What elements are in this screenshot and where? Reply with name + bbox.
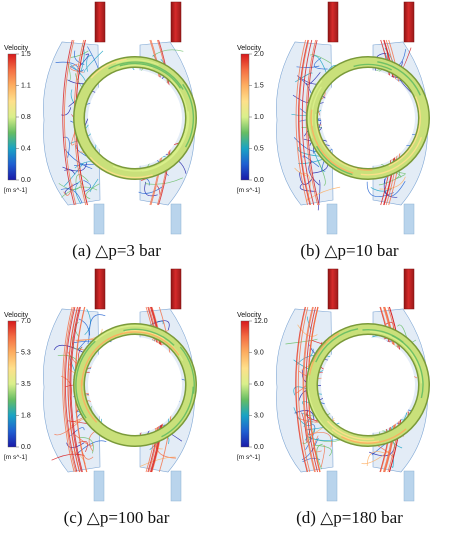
colorbar-tick-label: 1.5: [254, 83, 264, 90]
inlet-pipe: [403, 268, 415, 310]
colorbar-tick-label: 0.8: [21, 114, 31, 121]
outlet-pipe: [403, 470, 415, 502]
colorbar-tick-label: 6.0: [254, 381, 264, 388]
outlet-pipe: [326, 470, 338, 502]
colorbar-tick-label: 12.0: [254, 318, 268, 325]
ring-inner-hole: [321, 70, 415, 166]
colorbar-tick-label: 3.0: [254, 413, 264, 420]
colorbar-tick-label: 1.0: [254, 114, 264, 121]
colorbar-tick-label: 5.3: [21, 350, 31, 357]
colorbar-tick-label: 0.0: [254, 444, 264, 451]
colorbar-tick-label: 1.5: [21, 51, 31, 58]
colorbar-unit: [m s^-1]: [237, 454, 260, 461]
inlet-pipe: [94, 1, 106, 43]
inlet-pipe: [170, 268, 182, 310]
outlet-pipe: [170, 203, 182, 235]
panel-caption: (d) △p=180 bar: [296, 508, 403, 527]
colorbar-tick-label: 0.0: [21, 444, 31, 451]
colorbar-tick-label: 1.1: [21, 83, 31, 90]
colorbar-tick-label: 0.4: [21, 146, 31, 153]
outlet-pipe: [93, 203, 105, 235]
inlet-pipe: [327, 1, 339, 43]
colorbar-unit: [m s^-1]: [4, 454, 27, 461]
colorbar-unit: [m s^-1]: [237, 187, 260, 194]
colorbar-tick-label: 0.5: [254, 146, 264, 153]
colorbar-scale: [7, 53, 17, 181]
outlet-pipe: [403, 203, 415, 235]
colorbar-tick-label: 9.0: [254, 350, 264, 357]
panel-caption: (a) △p=3 bar: [72, 241, 161, 260]
colorbar-tick-label: 1.8: [21, 413, 31, 420]
colorbar-scale: [7, 320, 17, 448]
colorbar-title: Velocity: [4, 312, 29, 319]
colorbar-title: Velocity: [237, 312, 262, 319]
colorbar-scale: [240, 53, 250, 181]
colorbar-unit: [m s^-1]: [4, 187, 27, 194]
panel-a: Velocity 1.5 1.1 0.8 0.4 0.0 [m s^-1] (a) △p=3…: [0, 0, 233, 267]
inlet-pipe: [403, 1, 415, 43]
outlet-pipe: [326, 203, 338, 235]
inlet-pipe: [327, 268, 339, 310]
outlet-pipe: [93, 470, 105, 502]
colorbar-title: Velocity: [4, 45, 29, 52]
colorbar-tick-label: 0.0: [21, 177, 31, 184]
colorbar-tick-label: 2.0: [254, 51, 264, 58]
colorbar-tick-label: 7.0: [21, 318, 31, 325]
panel-d: Velocity 12.0 9.0 6.0 3.0 0.0 [m s^-1] (d) △p=…: [233, 267, 466, 534]
colorbar-title: Velocity: [237, 45, 262, 52]
ring-inner-hole: [88, 70, 182, 166]
inlet-pipe: [94, 268, 106, 310]
colorbar-tick-label: 0.0: [254, 177, 264, 184]
ring-inner-hole: [88, 337, 182, 433]
inlet-pipe: [170, 1, 182, 43]
ring-inner-hole: [321, 337, 415, 433]
outlet-pipe: [170, 470, 182, 502]
panel-b: Velocity 2.0 1.5 1.0 0.5 0.0 [m s^-1] (b) △p=1…: [233, 0, 466, 267]
panel-caption: (c) △p=100 bar: [63, 508, 170, 527]
colorbar-tick-label: 3.5: [21, 381, 31, 388]
panel-caption: (b) △p=10 bar: [300, 241, 399, 260]
panel-c: Velocity 7.0 5.3 3.5 1.8 0.0 [m s^-1] (c) △p=1…: [0, 267, 233, 534]
colorbar-scale: [240, 320, 250, 448]
